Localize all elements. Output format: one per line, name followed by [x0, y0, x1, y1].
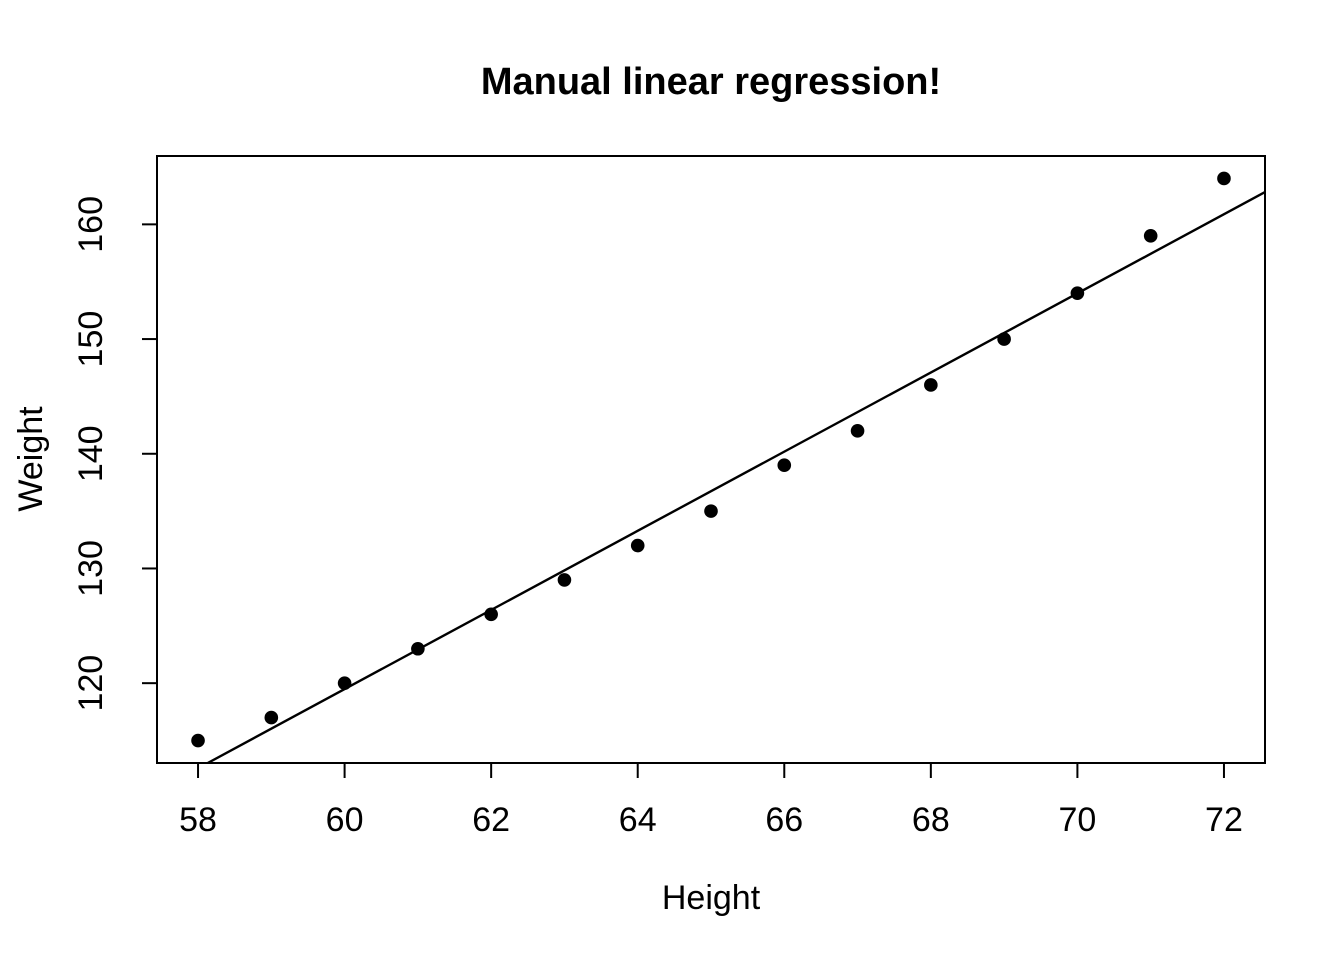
x-tick-label: 64: [619, 801, 657, 839]
y-tick-label: 150: [72, 311, 110, 368]
x-tick-label: 68: [912, 801, 950, 839]
data-point: [191, 733, 205, 748]
chart-title: Manual linear regression!: [481, 61, 941, 103]
data-point: [924, 378, 938, 392]
data-point: [850, 424, 865, 438]
data-point: [1217, 171, 1231, 186]
x-tick-label: 58: [179, 801, 217, 839]
data-point: [630, 538, 645, 553]
y-tick-label: 130: [72, 540, 110, 597]
y-axis-label: Weight: [12, 406, 50, 512]
data-point: [411, 641, 425, 656]
data-point: [264, 710, 279, 725]
regression-line: [207, 191, 1266, 765]
data-point: [1143, 229, 1158, 243]
data-point: [1070, 286, 1085, 300]
x-axis-ticks: 58 60 62 64 66 68 70 72: [179, 763, 1243, 839]
data-points: [191, 171, 1231, 748]
y-tick-label: 140: [72, 425, 110, 482]
x-tick-label: 66: [765, 801, 803, 839]
y-tick-label: 160: [72, 196, 110, 253]
x-tick-label: 60: [326, 801, 364, 839]
y-tick-label: 120: [72, 655, 110, 712]
x-tick-label: 70: [1058, 801, 1096, 839]
data-point: [704, 504, 718, 518]
x-axis-label: Height: [662, 879, 761, 917]
data-point: [337, 676, 352, 690]
x-tick-label: 72: [1205, 801, 1243, 839]
data-point: [557, 573, 572, 587]
y-axis-ticks: 120 130 140 150 160: [72, 196, 157, 712]
x-tick-label: 62: [472, 801, 510, 839]
data-point: [484, 607, 498, 622]
data-point: [997, 332, 1011, 346]
plot-border: [156, 155, 1266, 764]
data-point: [777, 458, 792, 473]
